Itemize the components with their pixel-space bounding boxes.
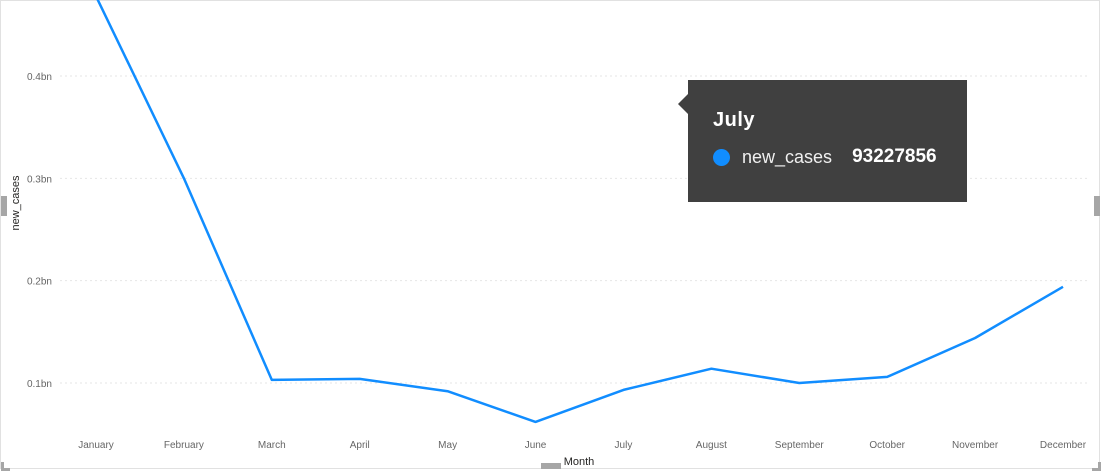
x-tick-label: July (615, 440, 633, 451)
x-axis-title: Month (564, 456, 595, 468)
resize-handle-left[interactable] (1, 196, 7, 216)
tooltip-title: July (713, 109, 756, 131)
series-line-new-cases[interactable] (96, 0, 1064, 424)
x-tick-label: May (438, 440, 457, 451)
x-tick-label: September (775, 440, 825, 451)
gridlines (60, 75, 1090, 384)
x-tick-label: December (1040, 440, 1087, 451)
tooltip-row: new_cases 93227856 (713, 146, 967, 168)
y-axis-title: new_cases (10, 175, 22, 231)
x-tick-label: June (525, 440, 547, 451)
x-tick-label: February (164, 440, 204, 451)
y-tick-label: 0.4bn (27, 72, 52, 83)
x-tick-label: April (350, 440, 370, 451)
tooltip: July new_cases 93227856 (678, 80, 967, 202)
y-tick-label: 0.1bn (27, 379, 52, 390)
resize-handle-bottom[interactable] (541, 463, 561, 469)
x-tick-label: November (952, 440, 999, 451)
y-tick-label: 0.2bn (27, 277, 52, 288)
x-tick-label: January (78, 440, 114, 451)
tooltip-series-name: new_cases (742, 146, 833, 167)
y-tick-label: 0.3bn (27, 174, 52, 185)
x-tick-label: October (869, 440, 905, 451)
x-tick-label: August (696, 440, 727, 451)
x-axis-ticks: January February March April May June July Augu… (78, 440, 1087, 451)
resize-corner-bottom-right[interactable] (1092, 462, 1101, 471)
series-color-dot-icon (713, 148, 730, 166)
x-tick-label: March (258, 440, 286, 451)
resize-corner-bottom-left[interactable] (1, 462, 10, 471)
tooltip-value: 93227856 (852, 146, 937, 167)
y-axis-ticks: 0.1bn 0.2bn 0.3bn 0.4bn (27, 72, 52, 390)
resize-handle-right[interactable] (1094, 196, 1100, 216)
